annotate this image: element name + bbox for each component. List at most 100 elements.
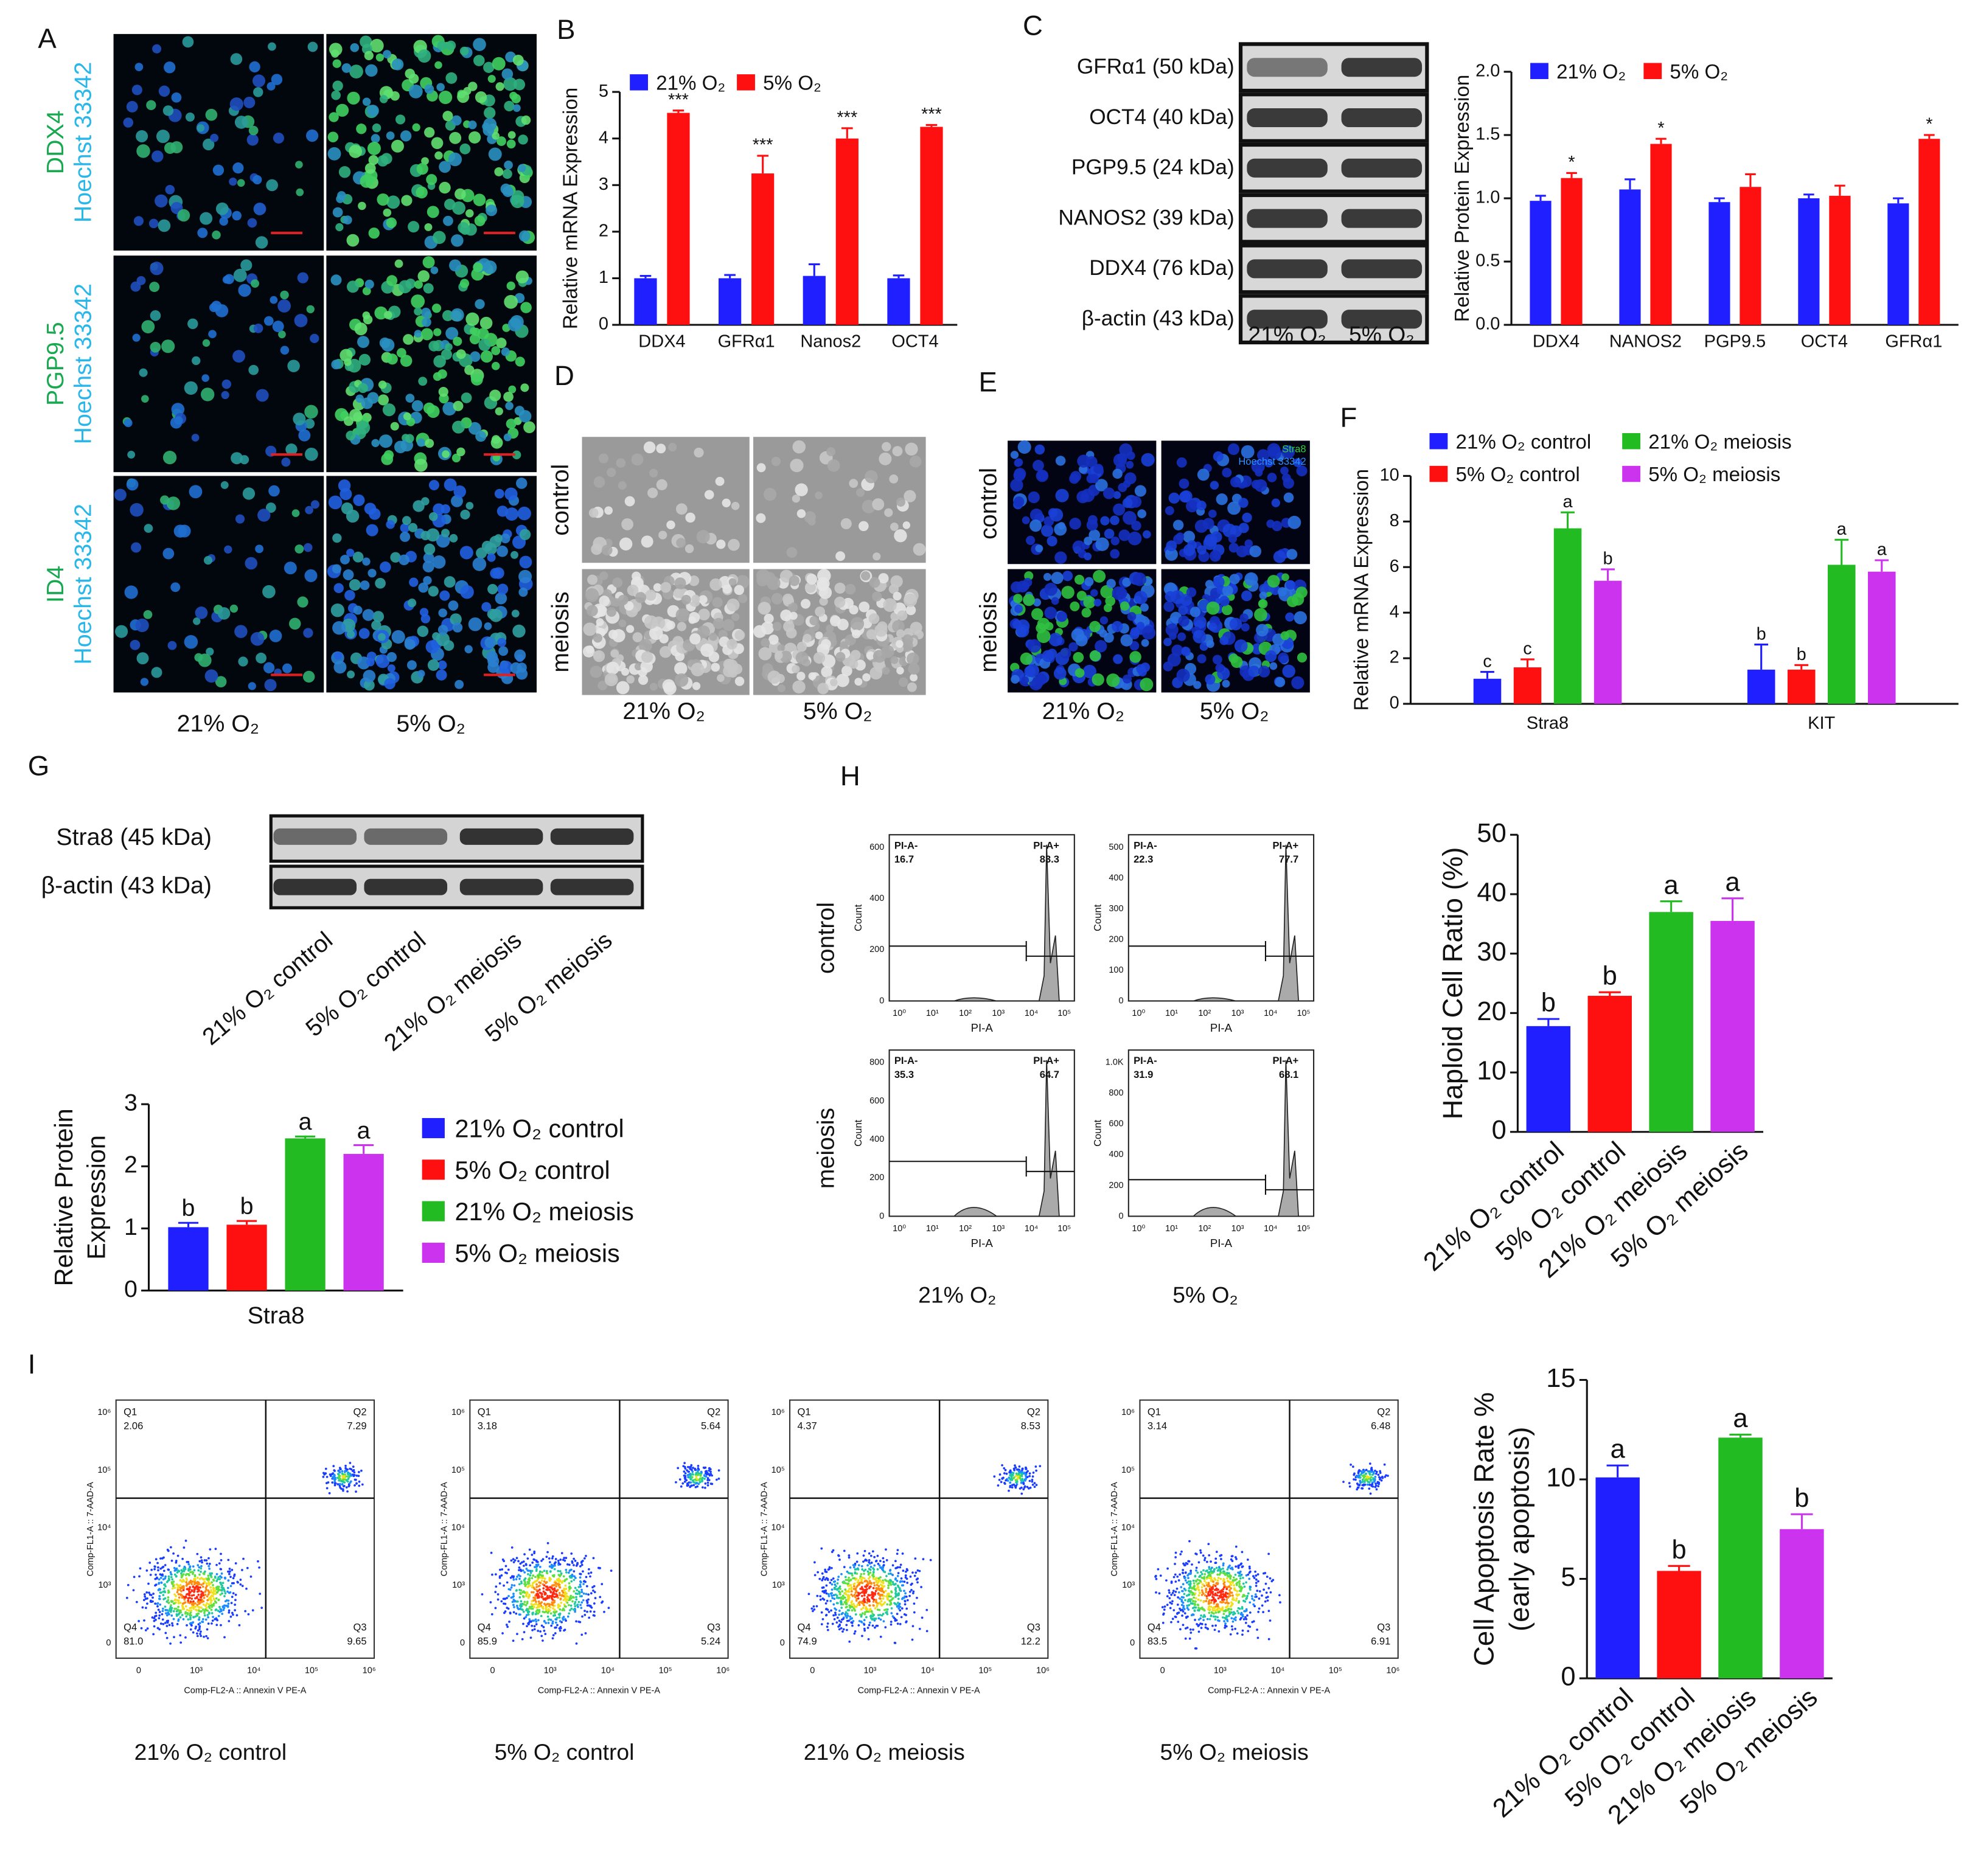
dot xyxy=(203,1635,205,1638)
cell xyxy=(908,662,920,675)
dot xyxy=(216,1578,219,1581)
dot xyxy=(885,1548,887,1551)
dot xyxy=(208,1591,211,1594)
cell xyxy=(437,660,447,670)
dot xyxy=(582,1560,584,1562)
y-tick-label: 0 xyxy=(879,1211,884,1221)
cell xyxy=(414,307,422,316)
cell xyxy=(479,316,493,330)
cell xyxy=(460,509,470,520)
cell xyxy=(1132,572,1147,586)
dot xyxy=(201,1618,204,1621)
cell xyxy=(830,678,838,687)
dot xyxy=(515,1605,518,1607)
dot xyxy=(1215,1551,1218,1554)
dot xyxy=(1181,1614,1183,1617)
dot xyxy=(234,1562,237,1565)
cell xyxy=(1222,468,1232,478)
axis-label: Comp-FL1-A :: 7-AAD-A xyxy=(86,1482,96,1577)
dot xyxy=(848,1554,851,1557)
cell xyxy=(859,601,870,613)
dot xyxy=(535,1560,538,1563)
dot xyxy=(218,1578,221,1580)
x-tick-label: 10¹ xyxy=(926,1224,939,1234)
cell xyxy=(1166,540,1177,552)
cell xyxy=(418,582,429,593)
cell xyxy=(455,679,464,689)
dot xyxy=(695,1482,698,1484)
dot xyxy=(579,1583,582,1586)
dot xyxy=(523,1571,526,1574)
dot xyxy=(189,1600,192,1603)
dot xyxy=(188,1590,190,1593)
blot-band xyxy=(1247,259,1328,279)
dot xyxy=(820,1611,823,1614)
dot xyxy=(560,1552,563,1555)
cell xyxy=(418,377,428,386)
dot xyxy=(568,1585,571,1588)
dot xyxy=(548,1596,551,1599)
cell xyxy=(364,162,376,174)
cell xyxy=(815,491,823,499)
dot xyxy=(582,1592,585,1595)
dot xyxy=(1236,1590,1239,1593)
cell xyxy=(433,503,445,515)
dot xyxy=(526,1625,528,1628)
row-label: meiosis xyxy=(813,1108,840,1189)
cell xyxy=(220,481,229,489)
dot xyxy=(509,1612,512,1615)
dot xyxy=(559,1605,562,1607)
dot xyxy=(522,1622,524,1625)
cell xyxy=(521,115,531,125)
quadrant-label: Q1 xyxy=(797,1406,810,1418)
cell xyxy=(272,321,284,333)
dot xyxy=(1253,1605,1256,1608)
dot xyxy=(573,1608,575,1611)
dot xyxy=(582,1583,585,1585)
cell xyxy=(357,336,369,349)
dot xyxy=(831,1594,834,1597)
cell xyxy=(1144,577,1153,585)
cell xyxy=(1278,652,1289,664)
dot xyxy=(202,1600,205,1603)
dot xyxy=(867,1638,870,1641)
y-tick-label: 600 xyxy=(1109,1119,1123,1129)
dot xyxy=(1163,1605,1166,1608)
dot xyxy=(837,1554,840,1557)
cell xyxy=(772,622,782,631)
cell xyxy=(419,608,429,617)
dot xyxy=(167,1611,170,1614)
dot xyxy=(591,1586,594,1589)
cell xyxy=(1287,515,1301,529)
cell xyxy=(862,499,876,513)
cell xyxy=(433,355,446,368)
dot xyxy=(182,1617,185,1621)
dot xyxy=(146,1602,148,1605)
dot xyxy=(539,1630,542,1633)
cell xyxy=(448,600,459,611)
dot xyxy=(704,1487,706,1489)
dot xyxy=(336,1483,340,1485)
dot xyxy=(853,1605,856,1608)
cell xyxy=(1013,496,1025,507)
dot xyxy=(554,1618,557,1621)
cell xyxy=(1213,451,1224,462)
dot xyxy=(1211,1624,1214,1627)
dot xyxy=(1245,1617,1248,1621)
cell xyxy=(478,338,491,352)
dot xyxy=(1231,1579,1235,1582)
dot xyxy=(324,1467,327,1470)
dot xyxy=(192,1585,195,1588)
dot xyxy=(512,1558,515,1561)
dot xyxy=(347,1473,350,1476)
cell xyxy=(273,132,284,144)
dot xyxy=(706,1471,709,1475)
cell xyxy=(1037,470,1048,481)
dot xyxy=(222,1586,225,1589)
dot xyxy=(341,1482,344,1485)
cell xyxy=(459,143,471,155)
dot xyxy=(838,1585,841,1588)
dot xyxy=(242,1557,245,1560)
cell xyxy=(1140,603,1149,612)
gate xyxy=(1128,941,1314,962)
